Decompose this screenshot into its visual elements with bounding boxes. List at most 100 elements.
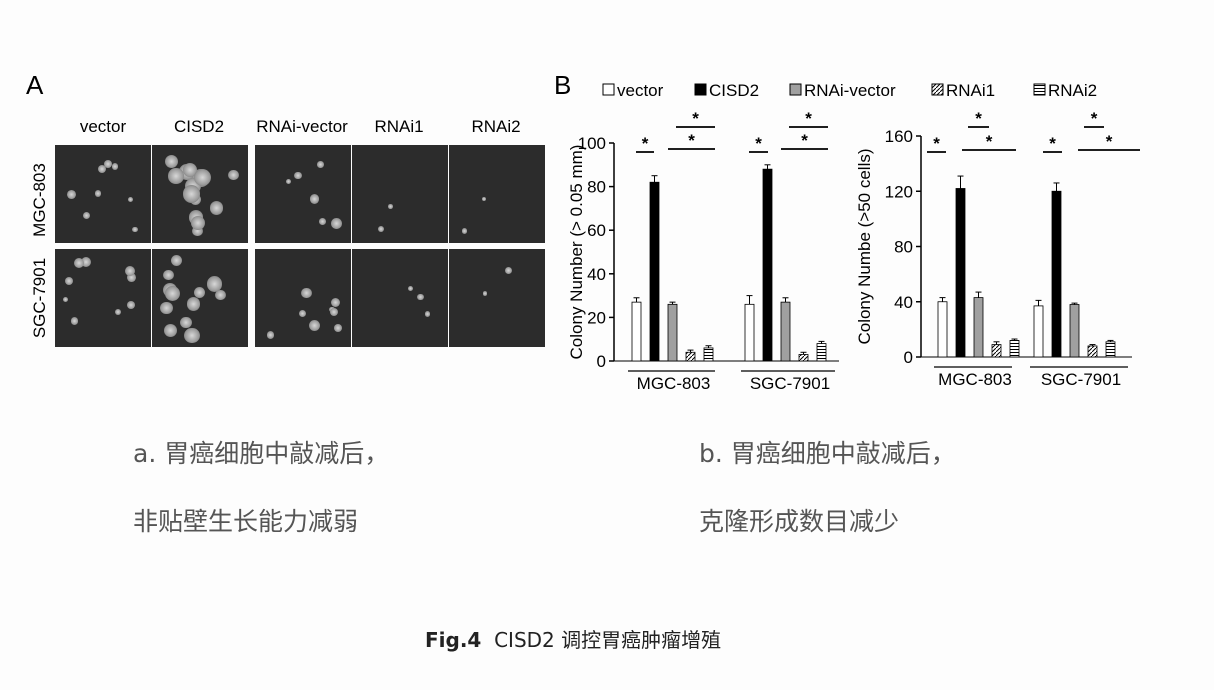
bar-rnai1-mgc-803: [991, 344, 1002, 358]
y-tick-label: 80: [894, 238, 913, 257]
colony-spot: [66, 189, 76, 199]
colony-spot: [215, 290, 226, 301]
colony-spot: [407, 285, 414, 292]
colony-spot: [378, 225, 385, 232]
colony-spot: [309, 319, 321, 331]
caption-b-line1: b. 胃癌细胞中敲减后，: [699, 439, 956, 468]
legend-label-vector: vector: [617, 81, 664, 100]
colony-spot: [482, 196, 487, 201]
column-label-cisd2: CISD2: [173, 117, 225, 136]
y-tick-label: 0: [904, 348, 913, 367]
colony-spot: [114, 309, 121, 316]
bar-vector-mgc-803: [631, 301, 642, 362]
colony-spot: [163, 269, 174, 281]
colony-spot: [194, 287, 206, 299]
colony-spot: [125, 266, 136, 277]
bar-rnai2-sgc-7901: [816, 343, 827, 362]
colony-spot: [309, 194, 320, 204]
column-label-rnai-vector: RNAi-vector: [256, 117, 348, 136]
chart-legend: vector CISD2 RNAi-vector RNAi1 RNAi2: [602, 81, 1097, 100]
colony-spot: [334, 324, 343, 332]
colony-spot: [505, 267, 513, 274]
colony-spot: [112, 163, 119, 170]
colony-spot: [387, 204, 393, 210]
colony-spot: [330, 297, 341, 308]
caption-a-line2: 非贴壁生长能力减弱: [133, 507, 359, 536]
colony-spot: [329, 307, 338, 316]
colony-spot: [82, 211, 91, 220]
colony-spot: [191, 216, 206, 231]
legend-swatch-rnai-vector: [789, 83, 802, 96]
colony-spot: [64, 276, 73, 285]
legend-swatch-rnai2: [1033, 83, 1046, 96]
y-tick-label: 40: [587, 265, 606, 284]
significance-star: *: [692, 109, 699, 128]
y-axis-label: Colony Number (> 0.05 mm): [567, 145, 586, 360]
colony-spot: [298, 309, 307, 318]
micrograph-cisd2-sgc-7901: [152, 249, 248, 347]
colony-spot: [70, 316, 79, 325]
bar-cisd2-sgc-7901: [762, 168, 773, 362]
colony-spot: [163, 323, 177, 337]
bar-vector-sgc-7901: [1033, 305, 1044, 358]
colony-spot: [98, 164, 107, 174]
category-label-sgc-7901: SGC-7901: [1041, 370, 1121, 389]
y-tick-label: 0: [597, 352, 606, 371]
y-tick-label: 80: [587, 178, 606, 197]
colony-spot: [301, 287, 312, 299]
significance-star: *: [805, 109, 812, 128]
significance-star: *: [642, 134, 649, 153]
colony-spot: [191, 225, 203, 237]
bar-cisd2-mgc-803: [955, 188, 966, 358]
y-tick-label: 60: [587, 221, 606, 240]
colony-spot: [294, 171, 303, 180]
colony-spot: [62, 296, 69, 303]
significance-star: *: [1049, 134, 1056, 153]
colony-spot: [103, 160, 112, 168]
bar-vector-sgc-7901: [744, 303, 755, 362]
colony-spot: [127, 300, 136, 309]
colony-spot: [228, 169, 240, 181]
significance-star: *: [688, 131, 695, 150]
figure-title-text: CISD2 调控胃癌肿瘤增殖: [494, 628, 722, 652]
significance-star: *: [1091, 109, 1098, 128]
y-tick-label: 20: [587, 308, 606, 327]
legend-label-rnai1: RNAi1: [946, 81, 995, 100]
micrograph-rnai1-mgc-803: [352, 145, 448, 243]
colony-spot: [127, 196, 134, 203]
colony-spot: [164, 286, 180, 302]
colony-spot: [209, 201, 224, 215]
colony-spot: [94, 190, 102, 197]
y-axis-label: Colony Numbe (>50 cells): [855, 148, 874, 344]
colony-spot: [127, 272, 137, 282]
bar-cisd2-mgc-803: [649, 181, 660, 362]
colony-spot: [180, 316, 193, 329]
colony-spot: [461, 228, 468, 234]
legend-label-rnai2: RNAi2: [1048, 81, 1097, 100]
colony-spot: [81, 256, 92, 268]
significance-star: *: [933, 134, 940, 153]
colony-spot: [319, 217, 326, 225]
y-tick-label: 120: [885, 182, 913, 201]
colony-spot: [285, 178, 291, 185]
colony-spot: [183, 327, 200, 344]
category-label-mgc-803: MGC-803: [938, 370, 1012, 389]
legend-swatch-cisd2: [694, 83, 707, 96]
colony-spot: [186, 297, 201, 311]
micrograph-rnai1-sgc-7901: [352, 249, 448, 347]
colony-spot: [168, 168, 184, 184]
bar-rnai-vector-mgc-803: [973, 297, 984, 358]
y-tick-label: 40: [894, 293, 913, 312]
colony-spot: [73, 257, 84, 268]
colony-spot: [425, 311, 431, 317]
colony-spot: [132, 226, 138, 232]
figure-label: Fig.4: [425, 628, 482, 652]
caption-a-line1: a. 胃癌细胞中敲减后，: [133, 439, 390, 468]
chart-colony-cells: 0 40 80 120 160 Colony Numbe (>50 cells) MGC-8…: [855, 109, 1140, 389]
colony-spot: [182, 185, 201, 203]
significance-star: *: [1106, 132, 1113, 151]
panel-b-letter: B: [554, 70, 572, 100]
caption-b-line2: 克隆形成数目减少: [699, 507, 900, 536]
bar-vector-mgc-803: [937, 301, 948, 358]
micrograph-vector-mgc-803: [55, 145, 151, 243]
